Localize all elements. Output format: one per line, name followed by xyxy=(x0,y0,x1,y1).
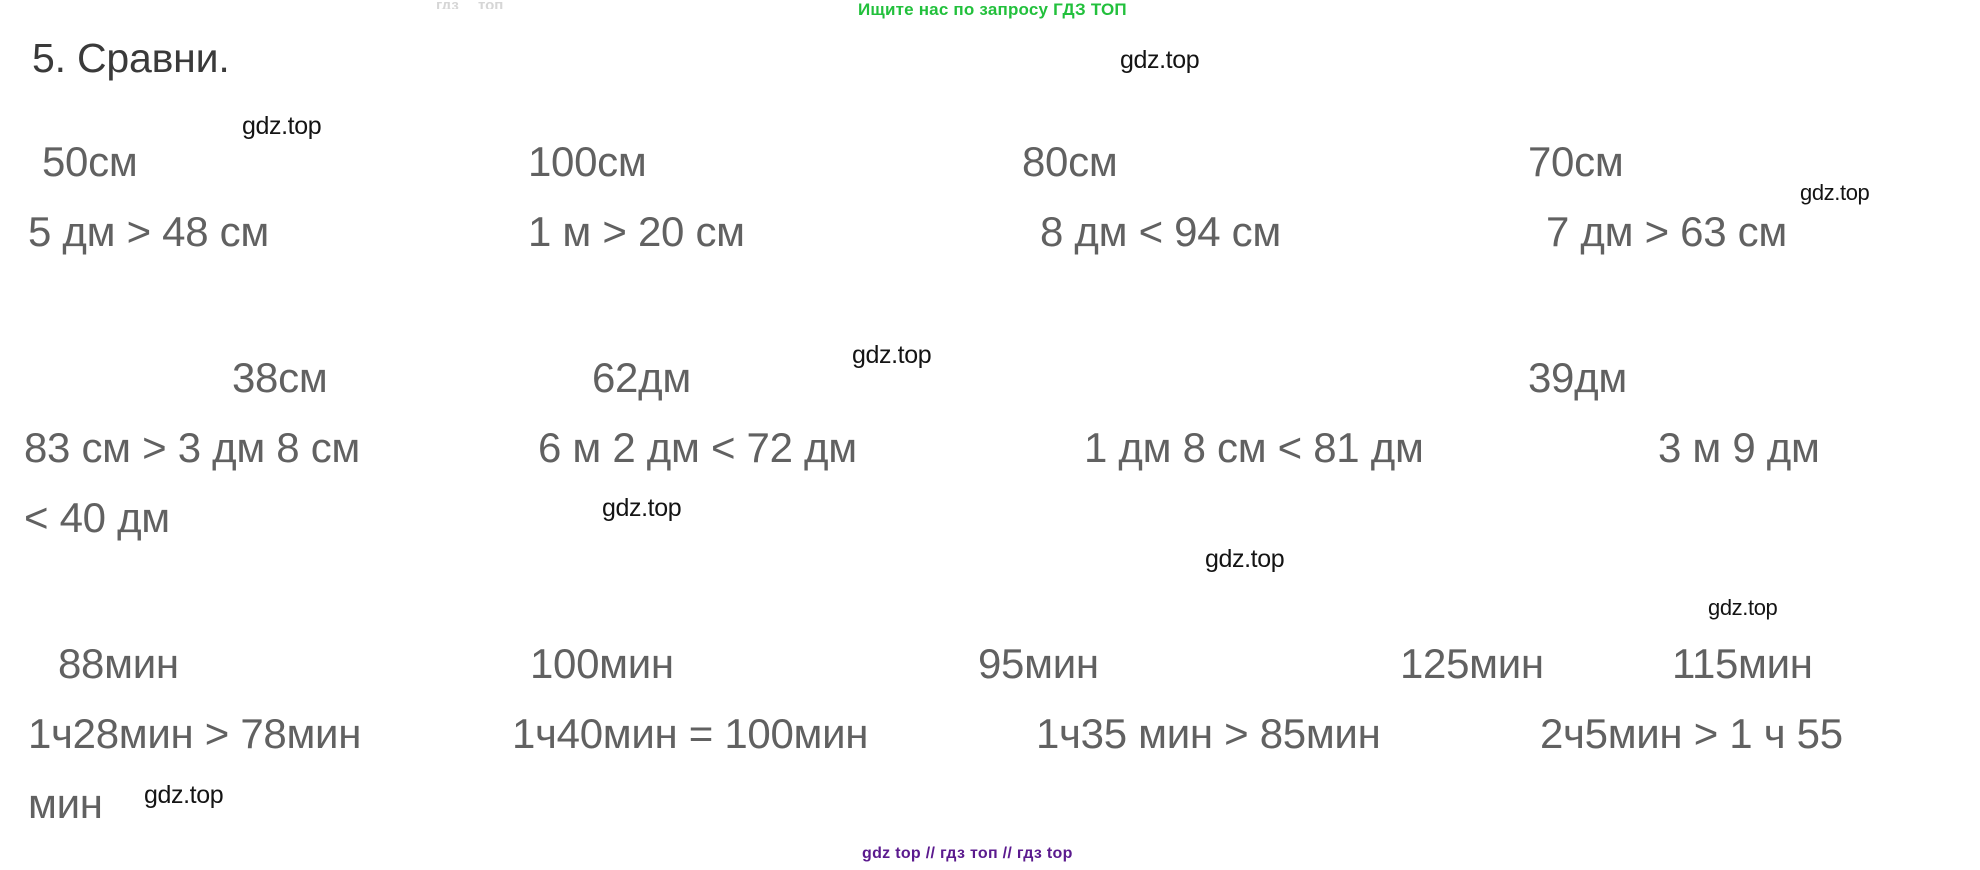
row-2-equation-3: 1 дм 8 см < 81 дм xyxy=(1084,424,1424,471)
row-1-label-3: 80см xyxy=(1022,138,1118,185)
watermark-gdz-top: gdz.top xyxy=(602,494,682,522)
row-3-equation-2: 1ч40мин = 100мин xyxy=(512,710,869,757)
row-3-label-2: 100мин xyxy=(530,640,674,687)
watermark-gdz-top: gdz.top xyxy=(1205,545,1285,573)
row-2-label-1: 38см xyxy=(232,354,328,401)
row-2-equation-4: 3 м 9 дм xyxy=(1658,424,1820,471)
row-3-equation-5: 2ч5мин > 1 ч 55 xyxy=(1540,710,1843,757)
row-1-equation-1: 5 дм > 48 см xyxy=(28,208,269,255)
row-1-equation-2: 1 м > 20 см xyxy=(528,208,745,255)
row-2-equation-2: 6 м 2 дм < 72 дм xyxy=(538,424,857,471)
watermark-gdz-top: gdz.top xyxy=(242,112,322,140)
row-2-label-4: 39дм xyxy=(1528,354,1627,401)
watermark-gdz-top: gdz.top xyxy=(144,781,224,809)
row-3-label-4: 125мин xyxy=(1400,640,1544,687)
watermark-gdz-top: gdz.top xyxy=(1120,46,1200,74)
row-1-equation-3: 8 дм < 94 см xyxy=(1040,208,1281,255)
page-title: 5. Сравни. xyxy=(32,35,230,81)
row-2-equation-1-continuation: < 40 дм xyxy=(24,494,170,541)
row-1-equation-4: 7 дм > 63 см xyxy=(1546,208,1787,255)
watermark-gdz-top: gdz.top xyxy=(852,341,932,369)
row-1-label-2: 100см xyxy=(528,138,647,185)
row-3-equation-1: 1ч28мин > 78мин xyxy=(28,710,362,757)
row-2-label-2: 62дм xyxy=(592,354,691,401)
row-2-equation-1: 83 см > 3 дм 8 см xyxy=(24,424,361,471)
row-1-label-1: 50см xyxy=(42,138,138,185)
watermark-gdz-top: gdz.top xyxy=(1708,595,1778,620)
row-3-label-3: 95мин xyxy=(978,640,1099,687)
promo-banner: Ищите нас по запросу ГДЗ ТОП xyxy=(858,0,1127,19)
row-3-equation-1-continuation: мин xyxy=(28,780,103,827)
row-1-label-4: 70см xyxy=(1528,138,1624,185)
footer-links: gdz top // гдз топ // гдз top xyxy=(862,845,1073,862)
faint-mark-right: топ xyxy=(478,2,503,9)
row-3-label-5: 115мин xyxy=(1672,640,1813,687)
faint-mark-left: гдз xyxy=(436,2,459,9)
watermark-gdz-top: gdz.top xyxy=(1800,180,1870,205)
row-3-label-1: 88мин xyxy=(58,640,179,687)
row-3-equation-3: 1ч35 мин > 85мин xyxy=(1036,710,1381,757)
